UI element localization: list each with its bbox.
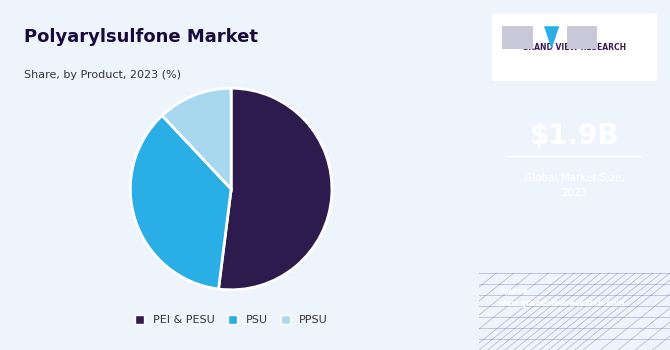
FancyBboxPatch shape — [492, 14, 657, 80]
Legend: PEI & PESU, PSU, PPSU: PEI & PESU, PSU, PPSU — [131, 310, 332, 330]
Text: Global Market Size,
2023: Global Market Size, 2023 — [524, 174, 625, 197]
Wedge shape — [131, 116, 231, 289]
Text: GRAND VIEW RESEARCH: GRAND VIEW RESEARCH — [523, 43, 626, 52]
Wedge shape — [162, 88, 231, 189]
Text: Polyarylsulfone Market: Polyarylsulfone Market — [24, 28, 258, 46]
FancyBboxPatch shape — [502, 26, 533, 49]
FancyBboxPatch shape — [567, 26, 598, 49]
Text: $1.9B: $1.9B — [530, 122, 619, 150]
Polygon shape — [544, 26, 559, 49]
Wedge shape — [218, 88, 332, 290]
Text: Source:
www.grandviewresearch.com: Source: www.grandviewresearch.com — [498, 287, 626, 308]
Text: Share, by Product, 2023 (%): Share, by Product, 2023 (%) — [24, 70, 181, 80]
